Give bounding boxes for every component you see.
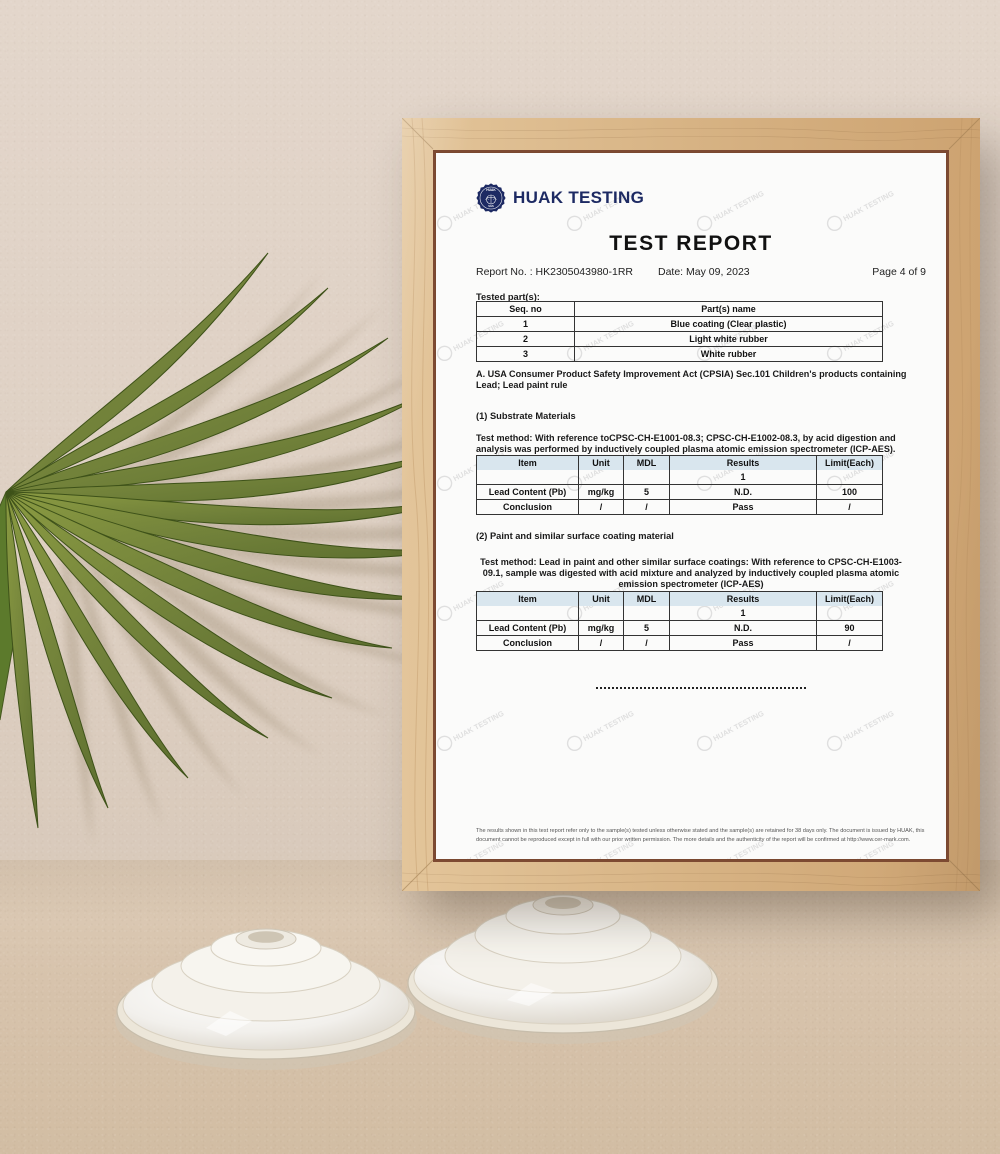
svg-text:SGS: SGS [488, 204, 494, 208]
svg-text:HUAK: HUAK [486, 188, 496, 192]
